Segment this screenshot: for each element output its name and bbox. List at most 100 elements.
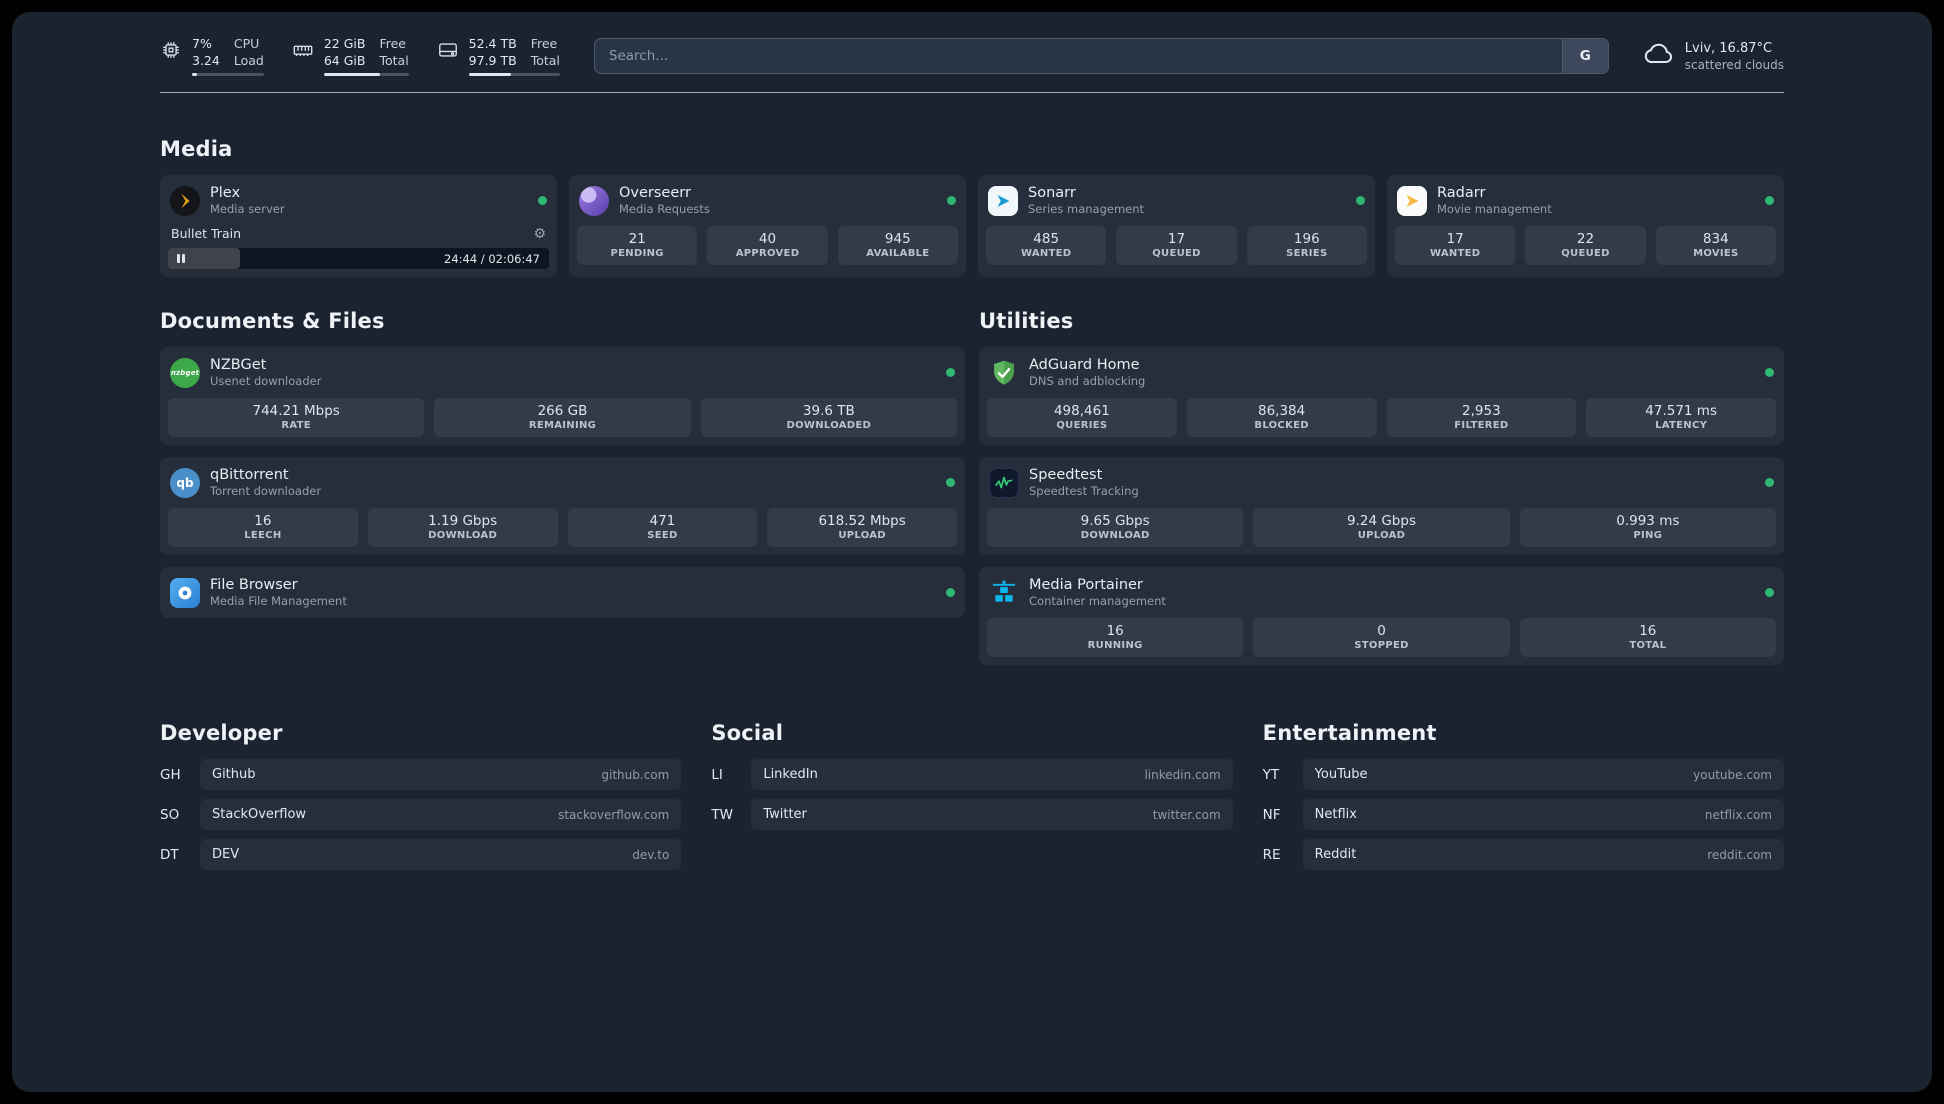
bookmark-abbr: NF	[1262, 806, 1281, 823]
nzbget-icon: nzbget	[170, 357, 200, 388]
cpu-icon	[160, 39, 182, 61]
stat-download: 1.19 Gbps DOWNLOAD	[367, 508, 558, 547]
stat-available: 945 AVAILABLE	[837, 226, 958, 265]
cloud-icon	[1643, 38, 1675, 74]
memory-total-value: 64 GiB	[323, 53, 366, 68]
service-name: Sonarr	[1028, 185, 1076, 201]
service-card-file-browser[interactable]: File Browser Media File Management	[160, 567, 965, 618]
memory-icon	[292, 39, 314, 61]
stat-upload: 618.52 Mbps UPLOAD	[767, 508, 957, 547]
bookmark-link-github[interactable]: Github github.com	[200, 759, 682, 790]
service-title-block: Media Portainer Container management	[1029, 577, 1166, 608]
middle-columns: Documents & Files nzbget NZBGet Usenet dow…	[160, 309, 1784, 665]
stat-value: 16	[1639, 623, 1657, 639]
search-input[interactable]	[594, 39, 1562, 73]
search-provider-button[interactable]: G	[1561, 39, 1608, 73]
bookmark-name: Twitter	[763, 807, 807, 822]
service-stats: 485 WANTED 17 QUEUED 196 SERIES	[986, 226, 1367, 265]
stat-upload: 9.24 Gbps UPLOAD	[1253, 508, 1510, 547]
bookmark-link-youtube[interactable]: YouTube youtube.com	[1302, 759, 1784, 790]
cpu-usage-bar	[192, 73, 264, 76]
stat-label: DOWNLOADED	[786, 420, 872, 431]
bookmark-link-reddit[interactable]: Reddit reddit.com	[1302, 839, 1784, 870]
service-card-overseerr[interactable]: Overseerr Media Requests 21 PENDING 40 APPROV…	[569, 175, 966, 277]
stat-label: WANTED	[1429, 248, 1481, 259]
bookmark-link-dev[interactable]: DEV dev.to	[200, 839, 682, 870]
bookmark-name: Netflix	[1314, 807, 1357, 822]
topbar: 7% 3.24 CPU Load	[12, 12, 1932, 76]
bookmark-name: StackOverflow	[212, 807, 307, 822]
bookmark-link-linkedin[interactable]: LinkedIn linkedin.com	[751, 759, 1233, 790]
service-card-media-portainer[interactable]: Media Portainer Container management 16 RUN…	[979, 567, 1784, 665]
bookmark-abbr: DT	[160, 846, 179, 863]
utilities-cards: AdGuard Home DNS and adblocking 498,461 QUE…	[979, 347, 1784, 665]
pause-icon[interactable]	[176, 254, 186, 263]
bookmark-name: Github	[212, 767, 256, 782]
weather-condition: scattered clouds	[1684, 57, 1784, 72]
disk-total-label: Total	[530, 53, 560, 68]
stat-label: QUERIES	[1056, 420, 1108, 431]
bookmark-group-developer: Developer GH Github github.com SO StackOverfl…	[160, 721, 682, 870]
stat-series: 196 SERIES	[1246, 226, 1367, 265]
bookmark-group-entertainment: Entertainment YT YouTube youtube.com NF Netfl…	[1263, 721, 1784, 870]
disk-icon	[437, 39, 459, 61]
bookmark-row: GH Github github.com	[160, 759, 682, 790]
service-card-radarr[interactable]: Radarr Movie management 17 WANTED 22 QUEUED 83…	[1387, 175, 1784, 277]
memory-widget: 22 GiB 64 GiB Free Total	[292, 36, 409, 76]
stat-value: 498,461	[1053, 403, 1110, 419]
stat-label: DOWNLOAD	[1080, 530, 1150, 541]
service-header: AdGuard Home DNS and adblocking	[987, 355, 1776, 398]
bookmark-abbr: GH	[160, 766, 181, 783]
service-title-block: qBittorrent Torrent downloader	[210, 467, 321, 498]
service-description: DNS and adblocking	[1029, 374, 1146, 388]
stat-label: UPLOAD	[1357, 530, 1406, 541]
service-card-speedtest[interactable]: Speedtest Speedtest Tracking 9.65 Gbps DOWN…	[979, 457, 1784, 555]
bookmark-row: NF Netflix netflix.com	[1263, 799, 1784, 830]
cpu-load-value: 3.24	[192, 53, 220, 68]
service-stats: 16 RUNNING 0 STOPPED 16 TOTAL	[987, 618, 1776, 657]
service-name: Media Portainer	[1029, 577, 1143, 593]
service-card-qbittorrent[interactable]: qb qBittorrent Torrent downloader 16 LEECH 1.…	[160, 457, 965, 555]
service-stats: 498,461 QUERIES 86,384 BLOCKED 2,953 FILTERED…	[987, 398, 1776, 437]
status-dot	[946, 478, 955, 487]
gear-icon[interactable]: ⚙	[533, 225, 546, 242]
service-title-block: Speedtest Speedtest Tracking	[1029, 467, 1139, 498]
bookmark-link-twitter[interactable]: Twitter twitter.com	[751, 799, 1233, 830]
bookmark-link-stackoverflow[interactable]: StackOverflow stackoverflow.com	[200, 799, 682, 830]
stat-rate: 744.21 Mbps RATE	[168, 398, 425, 437]
stat-queued: 17 QUEUED	[1116, 226, 1237, 265]
stat-seed: 471 SEED	[567, 508, 758, 547]
disk-free-label: Free	[530, 36, 558, 51]
stat-downloaded: 39.6 TB DOWNLOADED	[700, 398, 957, 437]
service-card-adguard-home[interactable]: AdGuard Home DNS and adblocking 498,461 QUE…	[979, 347, 1784, 445]
portainer-icon	[989, 578, 1019, 608]
service-card-sonarr[interactable]: Sonarr Series management 485 WANTED 17 QUEUED…	[978, 175, 1375, 277]
stat-value: 9.24 Gbps	[1347, 513, 1416, 529]
stat-latency: 47.571 ms LATENCY	[1586, 398, 1776, 437]
stat-leech: 16 LEECH	[168, 508, 358, 547]
stat-value: 1.19 Gbps	[428, 513, 498, 529]
now-playing-title: Bullet Train	[171, 226, 242, 241]
stat-label: LEECH	[244, 530, 282, 541]
service-title-block: Plex Media server	[210, 185, 285, 216]
bookmark-url: netflix.com	[1704, 807, 1772, 822]
bookmark-abbr: RE	[1262, 846, 1281, 863]
service-description: Media File Management	[210, 594, 347, 608]
bookmark-link-netflix[interactable]: Netflix netflix.com	[1302, 799, 1784, 830]
service-stats: 17 WANTED 22 QUEUED 834 MOVIES	[1395, 226, 1776, 265]
dashboard-content: Media Plex Media server Bullet Train ⚙ 24:44…	[12, 137, 1932, 918]
bookmark-list: YT YouTube youtube.com NF Netflix netflix.com…	[1263, 759, 1784, 870]
stat-label: STOPPED	[1354, 640, 1409, 651]
stat-value: 16	[1106, 623, 1124, 639]
bookmark-abbr: TW	[711, 806, 733, 823]
stat-value: 21	[628, 231, 646, 247]
stat-approved: 40 APPROVED	[707, 226, 828, 265]
playback-progress-bar[interactable]: 24:44 / 02:06:47	[168, 248, 549, 269]
bookmark-group-title: Social	[711, 721, 784, 745]
service-description: Speedtest Tracking	[1029, 484, 1139, 498]
stat-movies: 834 MOVIES	[1655, 226, 1776, 265]
service-card-plex[interactable]: Plex Media server Bullet Train ⚙ 24:44 / 02:…	[160, 175, 557, 277]
service-title-block: NZBGet Usenet downloader	[210, 357, 321, 388]
memory-free-value: 22 GiB	[323, 36, 366, 51]
service-card-nzbget[interactable]: nzbget NZBGet Usenet downloader 744.21 Mbps…	[160, 347, 965, 445]
